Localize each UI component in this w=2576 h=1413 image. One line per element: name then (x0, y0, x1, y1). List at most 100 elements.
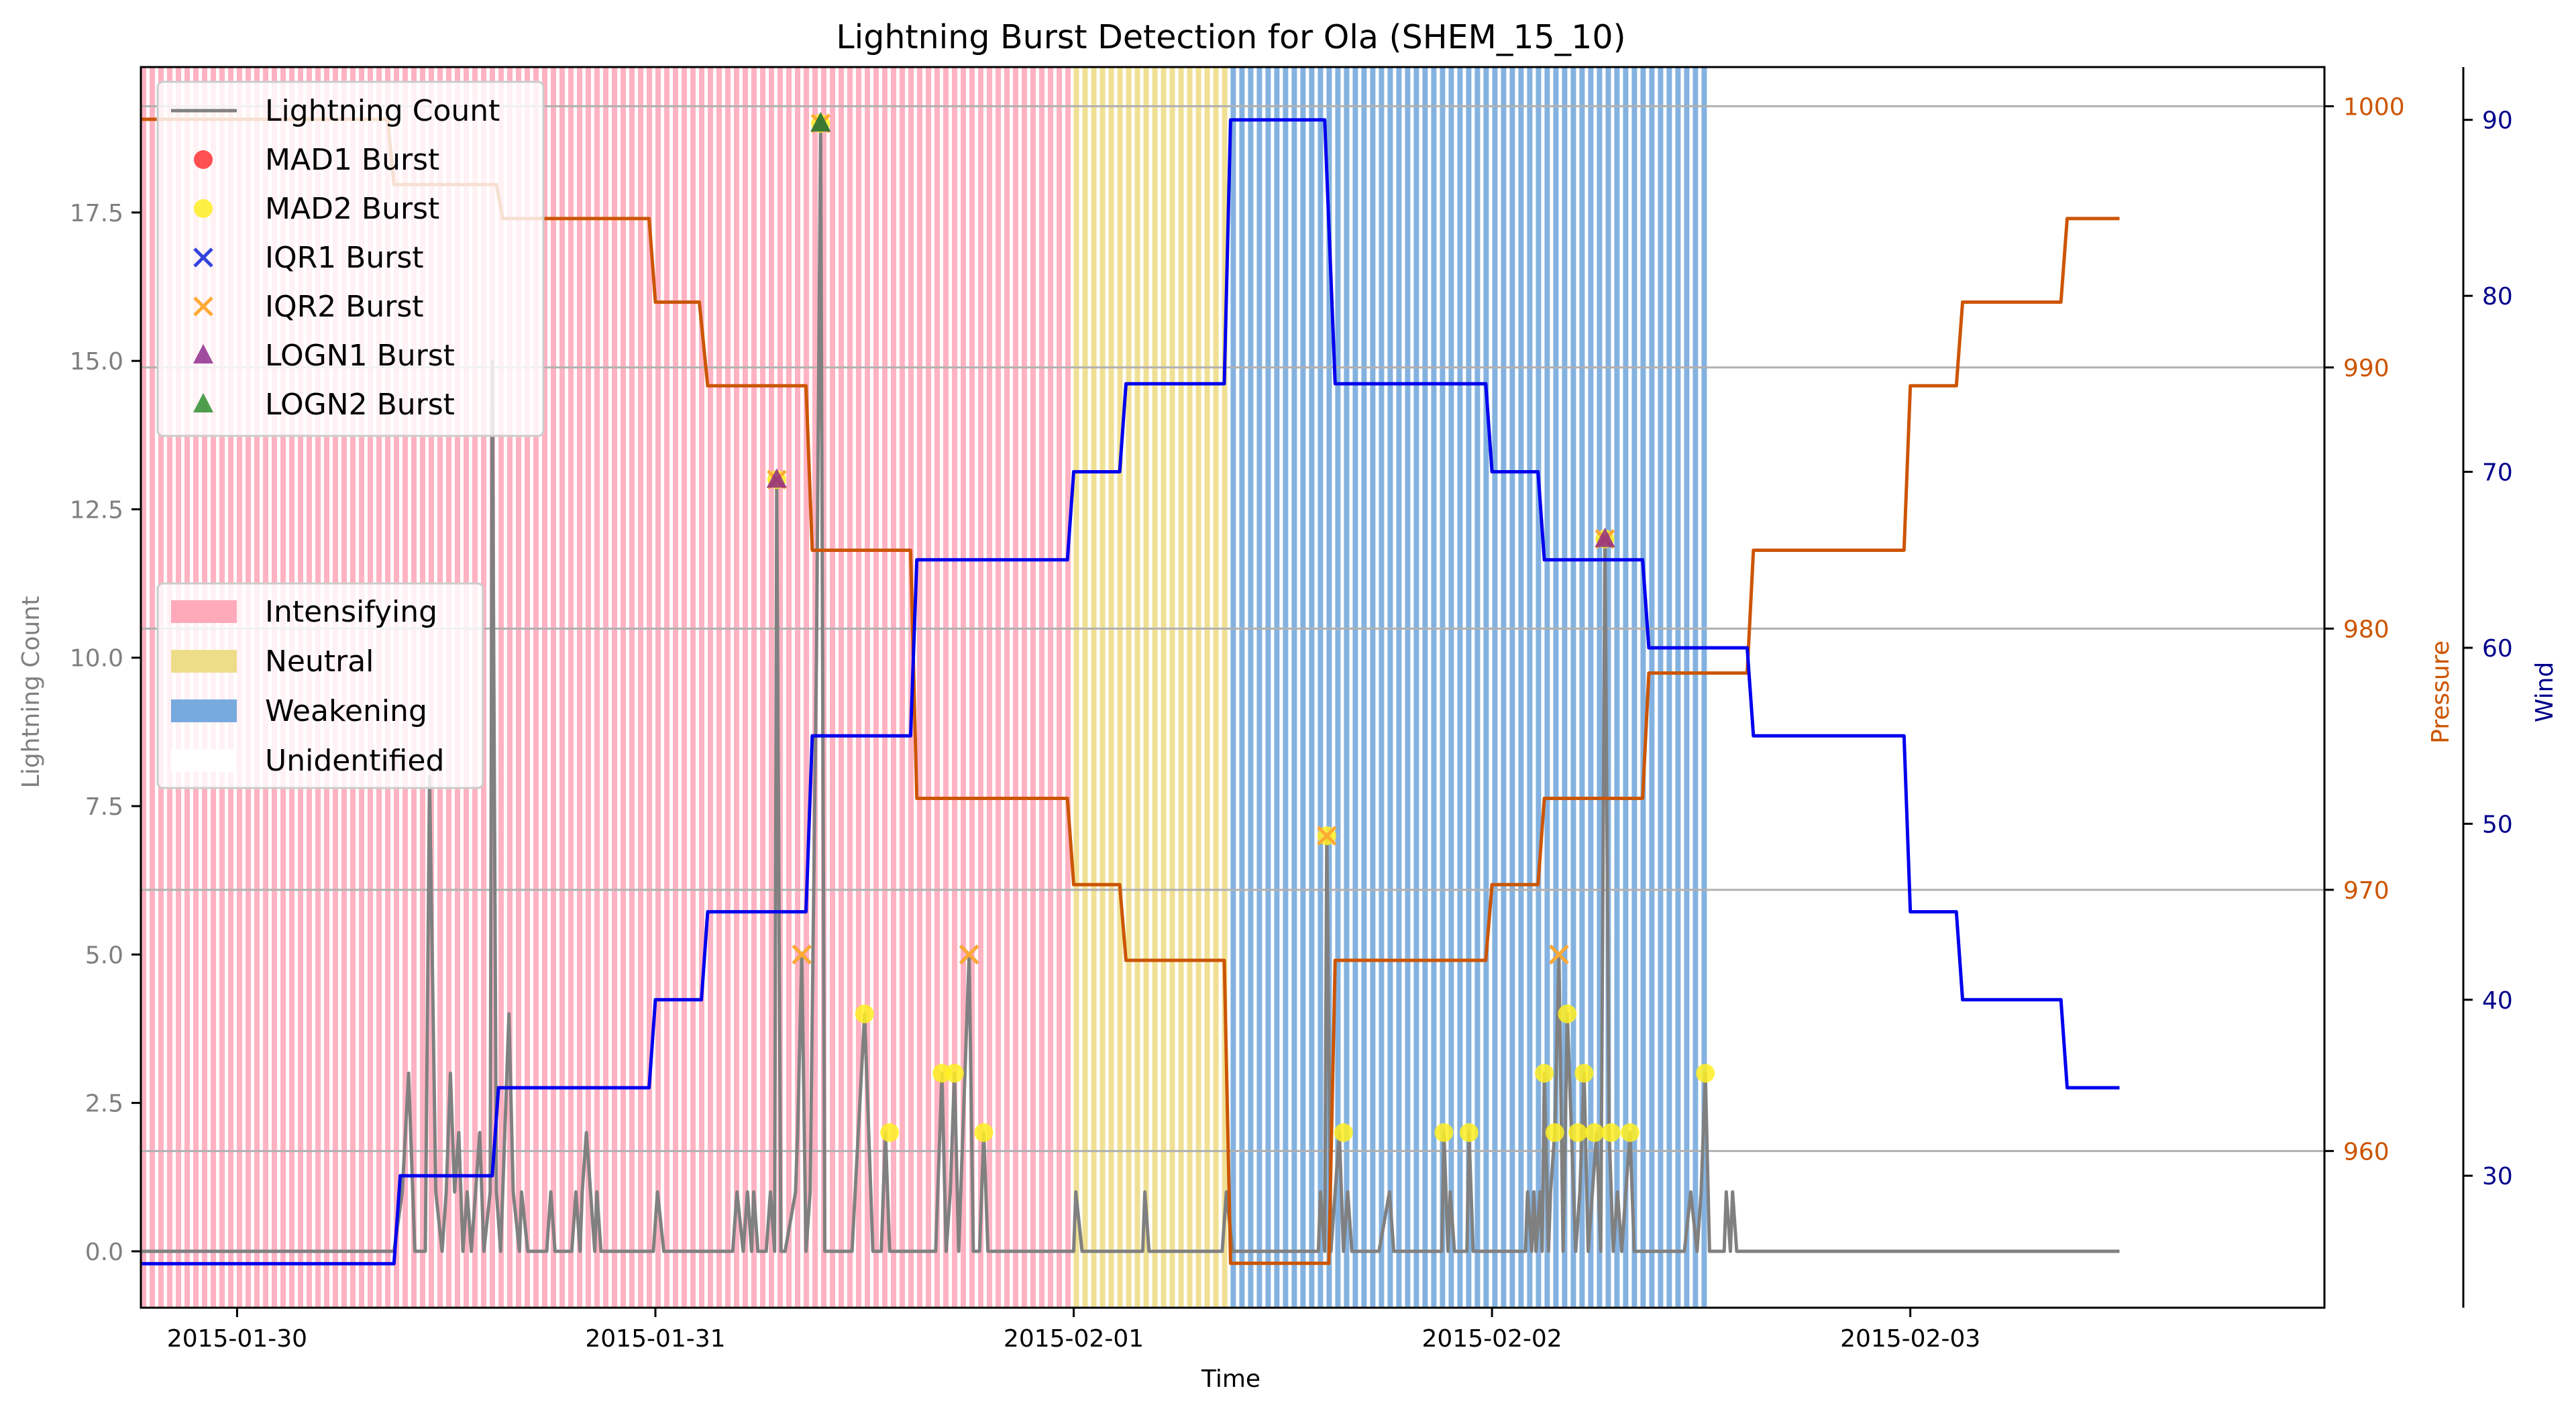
pressure-line (141, 117, 2120, 1265)
phase-stripe (725, 67, 731, 1308)
phase-stripe (1370, 67, 1376, 1308)
mad2-burst-marker (855, 1004, 874, 1023)
phase-stripe (961, 67, 966, 1308)
y-wind-tick-label: 70 (2482, 459, 2513, 487)
phase-stripe (873, 67, 879, 1308)
phase-stripe (559, 67, 565, 1308)
legend-swatch (193, 344, 213, 363)
phase-stripe (1422, 67, 1428, 1308)
logn1-burst-marker (1595, 527, 1615, 547)
phase-stripe (1344, 67, 1350, 1308)
mad2-burst-marker (1620, 1123, 1640, 1142)
phase-stripe (777, 67, 783, 1308)
phase-stripe (542, 67, 547, 1308)
phase-stripe (647, 67, 652, 1308)
legend-item-mad1-burst[interactable]: MAD1 Burst (194, 143, 439, 177)
y-wind-tick-label: 60 (2482, 635, 2513, 663)
y-pressure-tick-label: 970 (2343, 877, 2390, 905)
phase-band-weakening (1230, 67, 1707, 1308)
x-tick-label: 2015-02-01 (1004, 1325, 1144, 1353)
y-left-tick-label: 5.0 (85, 942, 123, 969)
phase-stripe (1693, 67, 1699, 1308)
phase-stripe (1134, 67, 1140, 1308)
phase-stripe (900, 67, 905, 1308)
phase-stripe (1222, 67, 1228, 1308)
iqr2-burst-marker (792, 944, 812, 965)
mad2-burst-marker (1558, 1004, 1577, 1023)
phase-stripe (1318, 67, 1324, 1308)
phase-stripe (516, 67, 521, 1308)
phase-stripe (1300, 67, 1306, 1308)
x-axis-label: Time (1201, 1365, 1260, 1393)
iqr2-burst-marker (1317, 826, 1337, 846)
phase-stripe (525, 67, 530, 1308)
phase-stripe (952, 67, 957, 1308)
phase-stripe (1048, 67, 1053, 1308)
phase-stripe (1091, 67, 1097, 1308)
legend-item-neutral[interactable]: Neutral (171, 644, 374, 679)
x-tick-label: 2015-01-31 (585, 1325, 725, 1353)
phase-stripe (1527, 67, 1533, 1308)
legend-label: IQR1 Burst (265, 241, 424, 275)
legend-item-mad2-burst[interactable]: MAD2 Burst (194, 192, 439, 226)
phase-stripe (1579, 67, 1585, 1308)
phase-stripe (865, 67, 870, 1308)
phase-stripe (1169, 67, 1175, 1308)
phase-stripe (1204, 67, 1210, 1308)
y-axis-label-pressure: Pressure (2427, 640, 2455, 744)
mad2-burst-marker (1535, 1064, 1554, 1083)
phase-stripe (629, 67, 635, 1308)
legend-item-logn1-burst[interactable]: LOGN1 Burst (193, 339, 455, 373)
legend-label: IQR2 Burst (265, 290, 424, 324)
legend-item-unidentified[interactable]: Unidentified (171, 744, 444, 778)
phase-stripe (1649, 67, 1655, 1308)
phase-stripe (1256, 67, 1263, 1308)
legend-item-logn2-burst[interactable]: LOGN2 Burst (193, 388, 455, 422)
phase-stripe (1335, 67, 1341, 1308)
phase-stripe (533, 67, 539, 1308)
legend-item-weakening[interactable]: Weakening (171, 694, 427, 728)
legend-item-intensifying[interactable]: Intensifying (171, 595, 437, 629)
phase-stripe (1448, 67, 1454, 1308)
mad2-burst-marker (1574, 1064, 1594, 1083)
chart-title: Lightning Burst Detection for Ola (SHEM_… (836, 18, 1625, 56)
phase-stripe (1283, 67, 1289, 1308)
phase-stripe (1230, 67, 1236, 1308)
phase-stripe (1631, 67, 1638, 1308)
phase-stripe (830, 67, 835, 1308)
phase-stripe (1457, 67, 1463, 1308)
phase-stripe (594, 67, 600, 1308)
y-left-tick-label: 12.5 (70, 496, 123, 524)
marker-stroke (792, 944, 812, 965)
mad2-burst-marker (1601, 1123, 1621, 1142)
marker-stroke (193, 296, 213, 317)
legend-item-iqr1-burst[interactable]: IQR1 Burst (193, 241, 424, 275)
legend-item-lightning-count[interactable]: Lightning Count (171, 94, 500, 128)
wind-line (141, 118, 2120, 1265)
phase-stripe (1143, 67, 1149, 1308)
phase-stripe (1178, 67, 1184, 1308)
legend-swatch (193, 296, 213, 317)
legend-label: MAD1 Burst (265, 143, 439, 177)
y-wind-tick-label: 30 (2482, 1163, 2513, 1190)
phase-stripe (786, 67, 792, 1308)
mad2-burst-marker (974, 1123, 994, 1142)
legend-phase-box (156, 582, 484, 789)
y-axis-label-wind: Wind (2531, 662, 2559, 722)
phase-stripe (673, 67, 678, 1308)
phase-stripe (996, 67, 1001, 1308)
phase-stripe (1099, 67, 1106, 1308)
phase-stripe (734, 67, 739, 1308)
legend-item-iqr2-burst[interactable]: IQR2 Burst (193, 290, 424, 324)
phase-stripe (1108, 67, 1114, 1308)
phase-stripe (1675, 67, 1681, 1308)
phase-stripe (1387, 67, 1393, 1308)
lightning-count-line (141, 121, 2120, 1253)
marker-stroke (1317, 826, 1337, 846)
legend-label: Lightning Count (265, 94, 500, 128)
phase-stripe (1274, 67, 1280, 1308)
mad2-burst-marker (1545, 1123, 1564, 1142)
y-wind-tick-label: 40 (2482, 987, 2513, 1015)
